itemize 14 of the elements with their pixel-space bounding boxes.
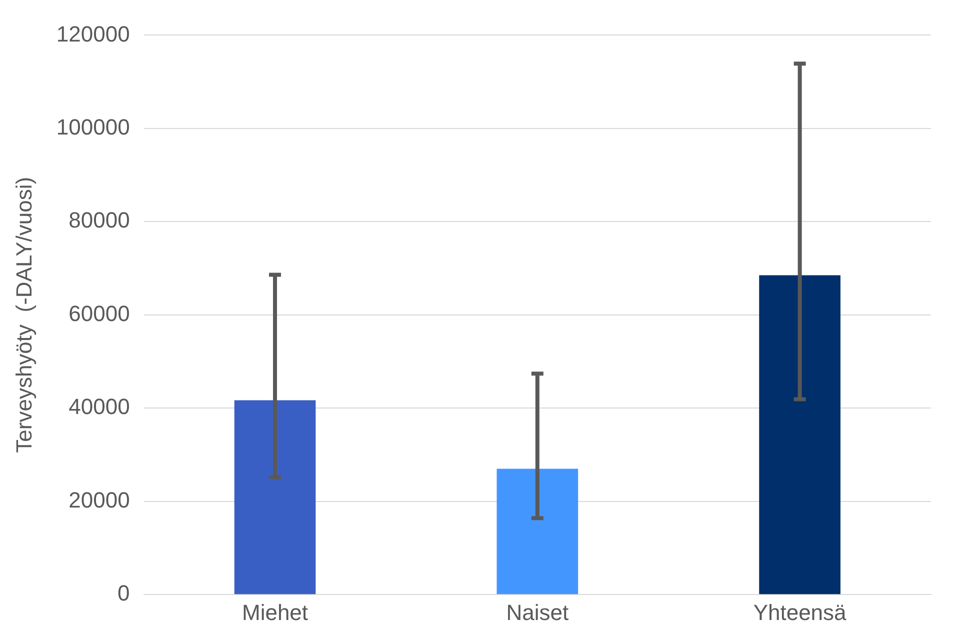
x-tick-label: Naiset — [506, 600, 569, 625]
bar — [234, 400, 316, 594]
x-tick-label: Yhteensä — [753, 600, 848, 625]
bar — [759, 275, 840, 594]
y-tick-label: 80000 — [68, 208, 130, 233]
y-axis-title: Terveyshyöty (-DALY/vuosi) — [11, 176, 36, 453]
x-tick-label: Miehet — [242, 600, 308, 625]
y-tick-label: 0 — [118, 580, 130, 606]
y-tick-label: 120000 — [56, 21, 130, 46]
bar — [496, 468, 578, 594]
y-tick-label: 20000 — [68, 487, 130, 512]
y-tick-label: 100000 — [56, 114, 130, 140]
y-tick-label: 60000 — [68, 300, 130, 326]
y-tick-label: 40000 — [68, 394, 130, 420]
